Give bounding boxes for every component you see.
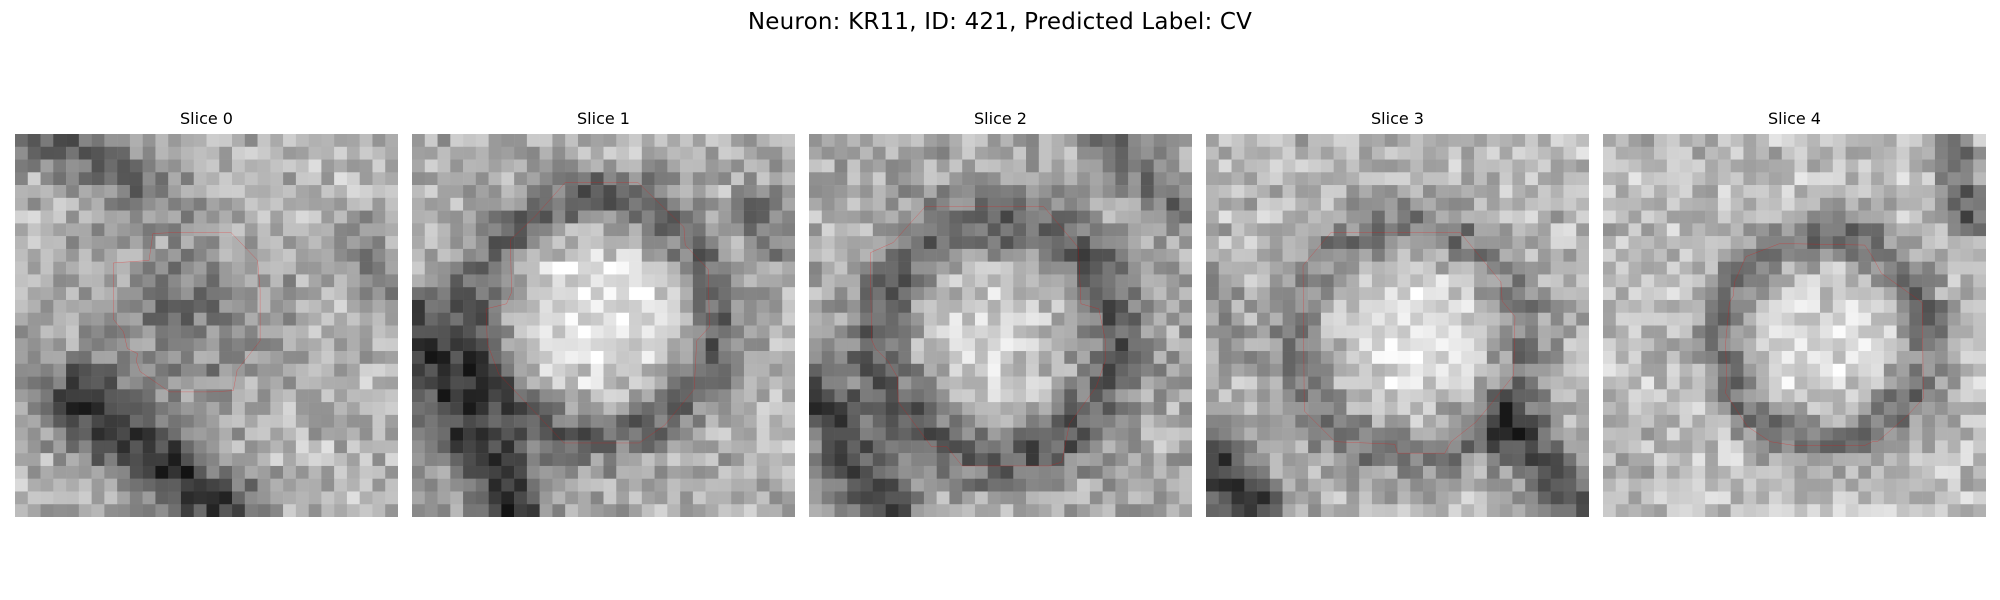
slice-2-svg bbox=[809, 134, 1192, 517]
slice-0-svg bbox=[15, 134, 398, 517]
slice-panel-3: Slice 3 bbox=[1206, 108, 1589, 520]
slice-3-image bbox=[1206, 134, 1589, 517]
slice-1-outline bbox=[486, 183, 709, 443]
figure-title: Neuron: KR11, ID: 421, Predicted Label: … bbox=[747, 9, 1253, 35]
slice-4-outline bbox=[1726, 244, 1924, 446]
slice-2-outline bbox=[870, 207, 1105, 466]
slice-1-title: Slice 1 bbox=[577, 109, 630, 128]
slice-3-svg bbox=[1206, 134, 1589, 517]
slice-panel-2: Slice 2 bbox=[809, 108, 1192, 520]
slice-2-image bbox=[809, 134, 1192, 517]
slice-panel-0: Slice 0 bbox=[15, 108, 398, 520]
slice-3-outline bbox=[1303, 232, 1515, 453]
slice-0-image bbox=[15, 134, 398, 517]
slice-0-pixel-grid bbox=[15, 134, 398, 517]
slice-1-svg bbox=[412, 134, 795, 517]
slice-panel-4: Slice 4 bbox=[1603, 108, 1986, 520]
slice-4-svg bbox=[1603, 134, 1986, 517]
slice-panel-1: Slice 1 bbox=[412, 108, 795, 520]
slice-2-pixel-grid bbox=[809, 134, 1192, 517]
slice-2-title: Slice 2 bbox=[974, 109, 1027, 128]
slice-1-image bbox=[412, 134, 795, 517]
slice-0-outline bbox=[113, 232, 260, 392]
slice-1-pixel-grid bbox=[412, 134, 795, 517]
slice-0-title: Slice 0 bbox=[180, 109, 233, 128]
slice-3-pixel-grid bbox=[1206, 134, 1589, 517]
slice-4-title: Slice 4 bbox=[1768, 109, 1821, 128]
slice-4-pixel-grid bbox=[1603, 134, 1986, 517]
slice-4-image bbox=[1603, 134, 1986, 517]
slice-3-title: Slice 3 bbox=[1371, 109, 1424, 128]
